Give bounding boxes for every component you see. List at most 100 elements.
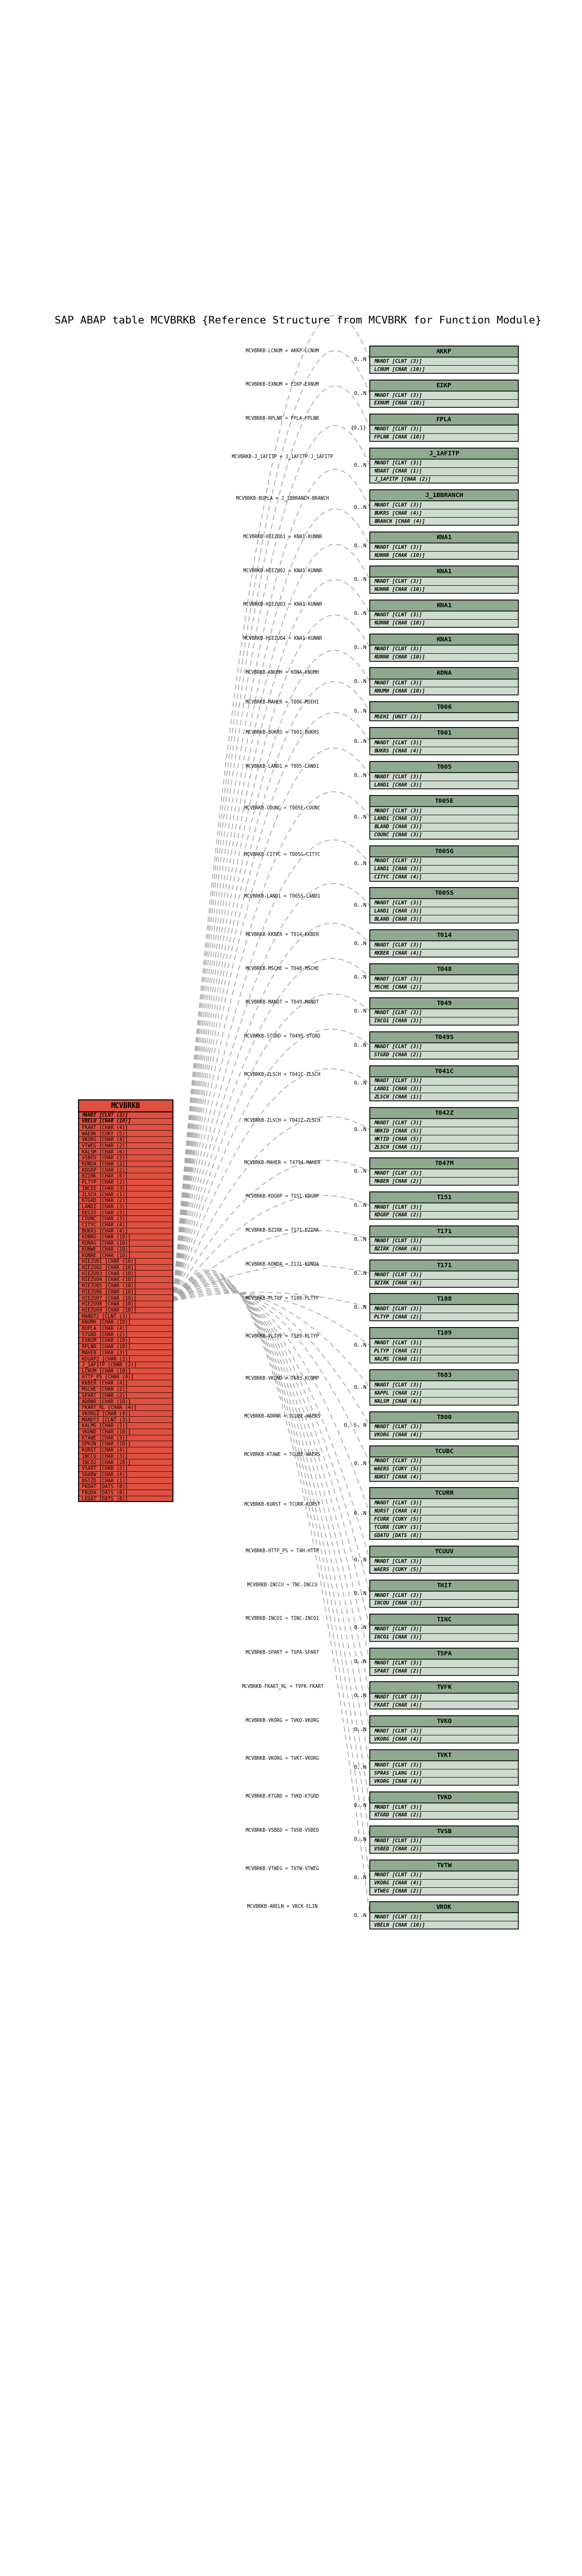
Bar — [370, 1445, 518, 1481]
Text: MCVBRKB-KDGRP = T151-KDGRP: MCVBRKB-KDGRP = T151-KDGRP — [246, 1195, 319, 1198]
Text: HIEZU04 [CHAR (10)]: HIEZU04 [CHAR (10)] — [82, 1278, 137, 1283]
Text: FBUDA [DATS (8)]: FBUDA [DATS (8)] — [82, 1489, 128, 1494]
Text: VBELN [CHAR (10)]: VBELN [CHAR (10)] — [82, 1118, 131, 1123]
Bar — [370, 1030, 518, 1043]
Text: T006: T006 — [436, 703, 452, 711]
Text: KONA: KONA — [436, 670, 452, 677]
Bar — [370, 667, 518, 680]
Bar — [370, 963, 518, 974]
Bar — [370, 1489, 518, 1540]
Text: MANDT [CLNT (3)]: MANDT [CLNT (3)] — [374, 647, 422, 652]
Text: MANDT [CLNT (3)]: MANDT [CLNT (3)] — [374, 1558, 422, 1564]
Bar — [370, 1546, 518, 1556]
Bar — [370, 1108, 518, 1151]
Text: MABER [CHAR (2)]: MABER [CHAR (2)] — [374, 1180, 422, 1182]
Text: COUNC [CHAR (3)]: COUNC [CHAR (3)] — [82, 1216, 128, 1221]
Text: EXNUM [CHAR (10)]: EXNUM [CHAR (10)] — [82, 1337, 131, 1342]
Text: 0..N: 0..N — [354, 739, 367, 744]
Text: KNA1: KNA1 — [436, 636, 452, 641]
Text: FPLNR [CHAR (10)]: FPLNR [CHAR (10)] — [374, 435, 425, 440]
Bar — [370, 997, 518, 1025]
Text: MANDT [CLNT (3)]: MANDT [CLNT (3)] — [374, 428, 422, 433]
Text: MANDT [CLNT (3)]: MANDT [CLNT (3)] — [374, 1206, 422, 1208]
Text: MCVBRKB-KURST = TCURR-KURST: MCVBRKB-KURST = TCURR-KURST — [244, 1502, 321, 1507]
Bar — [370, 963, 518, 992]
Text: MCVBRKB-HIEZU01 = KNA1-KUNNR: MCVBRKB-HIEZU01 = KNA1-KUNNR — [243, 533, 322, 538]
Text: VTWEG [CHAR (2)]: VTWEG [CHAR (2)] — [82, 1144, 128, 1149]
Bar — [370, 1370, 518, 1404]
Text: KALSM [CHAR (6)]: KALSM [CHAR (6)] — [82, 1149, 128, 1154]
Text: T151: T151 — [436, 1195, 452, 1200]
Text: MCVBRKB-FKART_RL = TVFK-FKART: MCVBRKB-FKART_RL = TVFK-FKART — [242, 1685, 324, 1690]
Text: MCVBRKB-LAND1 = T005-LAND1: MCVBRKB-LAND1 = T005-LAND1 — [246, 762, 319, 768]
Text: MCVBRKB-MANDT = T049-MANDT: MCVBRKB-MANDT = T049-MANDT — [246, 999, 319, 1005]
Text: MCVBRKB-LAND1 = T005S-LAND1: MCVBRKB-LAND1 = T005S-LAND1 — [244, 894, 321, 899]
Text: T049S: T049S — [434, 1033, 453, 1041]
Bar — [370, 1826, 518, 1837]
Bar — [370, 415, 518, 440]
Text: KDGRP2 [CHAR (2)]: KDGRP2 [CHAR (2)] — [82, 1355, 131, 1360]
Text: COUNC [CHAR (3)]: COUNC [CHAR (3)] — [374, 832, 422, 837]
Text: VSBED [CHAR (2)]: VSBED [CHAR (2)] — [82, 1154, 128, 1159]
Bar — [370, 1293, 518, 1321]
Text: MANDT [CLNT (3)]: MANDT [CLNT (3)] — [374, 1592, 422, 1597]
Text: T042Z: T042Z — [434, 1110, 453, 1115]
Text: VSART [CHAR (2)]: VSART [CHAR (2)] — [82, 1466, 128, 1471]
Text: LAND1 [CHAR (3)]: LAND1 [CHAR (3)] — [374, 783, 422, 788]
Bar — [370, 1716, 518, 1726]
Text: MANDT [CLNT (3)]: MANDT [CLNT (3)] — [374, 858, 422, 863]
Text: 0..N: 0..N — [354, 1837, 367, 1842]
Bar — [370, 567, 518, 577]
Text: MANDT [CLNT (3)]: MANDT [CLNT (3)] — [374, 1079, 422, 1082]
Bar — [370, 845, 518, 881]
Text: BUKRS [CHAR (4)]: BUKRS [CHAR (4)] — [374, 510, 422, 515]
Text: ZLSCH [CHAR (1)]: ZLSCH [CHAR (1)] — [82, 1193, 128, 1195]
Text: SPART [CHAR (2)]: SPART [CHAR (2)] — [82, 1394, 128, 1396]
Text: MANDT [CLNT (3)]: MANDT [CLNT (3)] — [374, 1273, 422, 1278]
Text: T048: T048 — [436, 966, 452, 971]
Text: MCVBRKB-KTAWE = TCUBE-WAERS: MCVBRKB-KTAWE = TCUBE-WAERS — [244, 1453, 321, 1458]
Bar — [370, 930, 518, 940]
Text: VSBED [CHAR (2)]: VSBED [CHAR (2)] — [374, 1847, 422, 1852]
Text: KNUMH [CHAR (10)]: KNUMH [CHAR (10)] — [374, 688, 425, 693]
Text: MANDT [CLNT (3)]: MANDT [CLNT (3)] — [374, 1839, 422, 1844]
Bar — [370, 489, 518, 500]
Text: MANDT [CLNT (3)]: MANDT [CLNT (3)] — [374, 580, 422, 585]
Text: J_1AFITP: J_1AFITP — [429, 451, 459, 456]
Text: LCNUM [CHAR (10)]: LCNUM [CHAR (10)] — [374, 366, 425, 371]
Text: INCO1 [CHAR (3)]: INCO1 [CHAR (3)] — [374, 1018, 422, 1023]
Text: MANDT [CLNT (3)]: MANDT [CLNT (3)] — [374, 943, 422, 948]
Text: KDGRP [CHAR (2)]: KDGRP [CHAR (2)] — [374, 1213, 422, 1218]
Bar — [370, 1260, 518, 1288]
Text: MANDT [CLNT (3)]: MANDT [CLNT (3)] — [374, 358, 422, 363]
Bar — [370, 1579, 518, 1592]
Text: VKORG2 [CHAR (4)]: VKORG2 [CHAR (4)] — [82, 1412, 131, 1417]
Text: ADRNR [CHAR (10)]: ADRNR [CHAR (10)] — [82, 1399, 131, 1404]
Text: MSCHE [CHAR (2)]: MSCHE [CHAR (2)] — [374, 984, 422, 989]
Text: MCVBRKB-LCNUM = AKKP-LCNUM: MCVBRKB-LCNUM = AKKP-LCNUM — [246, 348, 319, 353]
Text: MANDT [CLNT (3)]: MANDT [CLNT (3)] — [374, 739, 422, 744]
Bar — [370, 1579, 518, 1607]
Text: LCNUM [CHAR (10)]: LCNUM [CHAR (10)] — [82, 1368, 131, 1373]
Bar — [370, 381, 518, 392]
Text: TCURR: TCURR — [434, 1489, 453, 1497]
Bar — [370, 1157, 518, 1170]
Text: HTTP_PS [CHAR (4)]: HTTP_PS [CHAR (4)] — [82, 1373, 134, 1378]
Text: VBELN [CHAR (10)]: VBELN [CHAR (10)] — [374, 1922, 425, 1927]
Text: 0..N: 0..N — [354, 708, 367, 714]
Text: KOART [CHAR (1)]: KOART [CHAR (1)] — [374, 469, 422, 474]
Text: MANDT2 [CLNT (3)]: MANDT2 [CLNT (3)] — [82, 1314, 131, 1319]
Text: FKART [CHAR (4)]: FKART [CHAR (4)] — [374, 1703, 422, 1708]
Text: MANDT3 [CLNT (3)]: MANDT3 [CLNT (3)] — [82, 1417, 131, 1422]
Text: MANDT [CLNT (3)]: MANDT [CLNT (3)] — [374, 775, 422, 778]
Text: MCVBRKB-ZLSCH = T041C-ZLSCH: MCVBRKB-ZLSCH = T041C-ZLSCH — [244, 1072, 321, 1077]
Text: MANDT [CLNT (3)]: MANDT [CLNT (3)] — [374, 1625, 422, 1631]
Text: MANDT [CLNT (3)]: MANDT [CLNT (3)] — [374, 680, 422, 685]
Bar — [370, 345, 518, 374]
Text: 0..N: 0..N — [354, 1558, 367, 1561]
Text: KTGRD [CHAR (2)]: KTGRD [CHAR (2)] — [82, 1198, 128, 1203]
Bar — [370, 762, 518, 773]
Text: VKORG [CHAR (4)]: VKORG [CHAR (4)] — [374, 1880, 422, 1886]
Bar — [370, 1293, 518, 1306]
Bar — [370, 533, 518, 544]
